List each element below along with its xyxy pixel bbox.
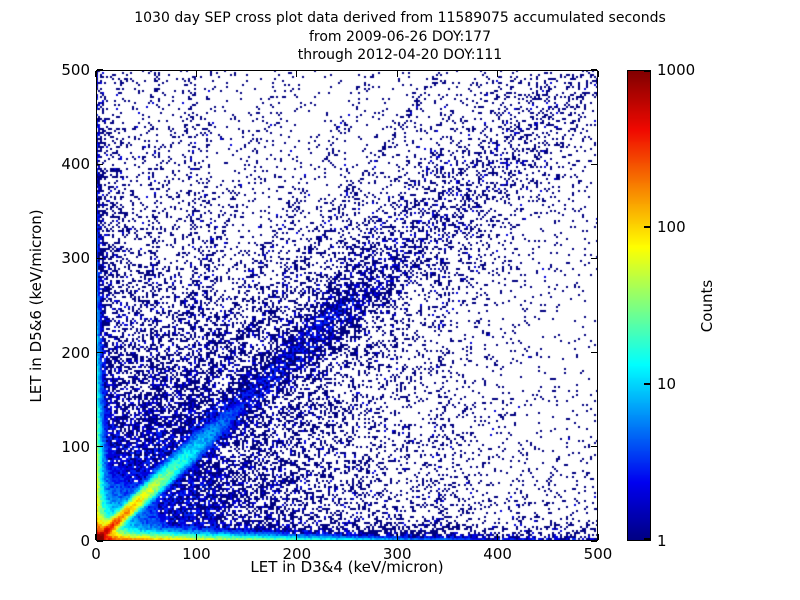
- colorbar-tick-label: 1: [657, 532, 667, 550]
- y-tick-mark-right: [591, 446, 597, 448]
- y-axis-label: LET in D5&6 (keV/micron): [27, 208, 45, 403]
- y-tick-mark: [97, 540, 103, 542]
- y-tick-label: 300: [61, 249, 90, 268]
- y-tick-mark-right: [591, 352, 597, 354]
- x-tick-mark: [396, 534, 398, 540]
- x-tick-label: 0: [91, 545, 101, 563]
- x-tick-label: 500: [583, 545, 613, 563]
- x-tick-mark: [95, 534, 97, 540]
- x-tick-mark-top: [396, 71, 398, 77]
- title-line-through-date: through 2012-04-20 DOY:111: [297, 47, 503, 63]
- colorbar-tick-mark: [644, 538, 651, 540]
- x-tick-label: 200: [282, 545, 312, 563]
- x-tick-mark: [597, 534, 599, 540]
- x-tick-mark-top: [296, 71, 298, 77]
- colorbar-tick-label: 100: [657, 218, 686, 236]
- y-tick-label: 200: [61, 343, 90, 362]
- x-tick-mark: [195, 534, 197, 540]
- x-tick-mark: [497, 534, 499, 540]
- y-tick-mark-right: [591, 540, 597, 542]
- x-tick-mark: [296, 534, 298, 540]
- title-line-from-date: from 2009-06-26 DOY:177: [308, 28, 491, 45]
- colorbar-label: Counts: [698, 279, 716, 332]
- y-tick-mark-right: [591, 69, 597, 71]
- y-tick-label: 400: [61, 155, 90, 174]
- colorbar-gradient: [627, 70, 651, 541]
- x-tick-label: 400: [483, 545, 512, 563]
- y-tick-mark-right: [591, 163, 597, 165]
- y-tick-label: 100: [61, 437, 90, 456]
- colorbar-tick-mark: [644, 226, 651, 228]
- y-tick-label: 500: [61, 61, 90, 79]
- colorbar-tick-label: 10: [657, 375, 677, 393]
- colorbar-tick-label: 1000: [657, 61, 696, 79]
- x-tick-label: 100: [182, 545, 211, 563]
- x-axis-label: LET in D3&4 (keV/micron): [250, 558, 444, 576]
- y-tick-mark: [97, 163, 103, 165]
- title-line-main: 1030 day SEP cross plot data derived fro…: [134, 10, 666, 26]
- colorbar-frame: [627, 70, 651, 541]
- x-tick-label: 300: [382, 545, 412, 563]
- x-tick-mark-top: [597, 71, 599, 77]
- x-tick-mark-top: [497, 71, 499, 77]
- y-tick-mark-right: [591, 257, 597, 259]
- y-tick-mark: [97, 69, 103, 71]
- x-tick-mark-top: [95, 71, 97, 77]
- colorbar-tick-mark: [644, 383, 651, 385]
- y-tick-label: 0: [80, 532, 90, 550]
- density-scatter-canvas: [96, 70, 598, 541]
- colorbar-tick-mark: [644, 70, 651, 72]
- plot-area-frame: [96, 70, 598, 541]
- chart-title: 1030 day SEP cross plot data derived fro…: [0, 9, 800, 65]
- y-tick-mark: [97, 257, 103, 259]
- x-tick-mark-top: [195, 71, 197, 77]
- y-tick-mark: [97, 352, 103, 354]
- y-tick-mark: [97, 446, 103, 448]
